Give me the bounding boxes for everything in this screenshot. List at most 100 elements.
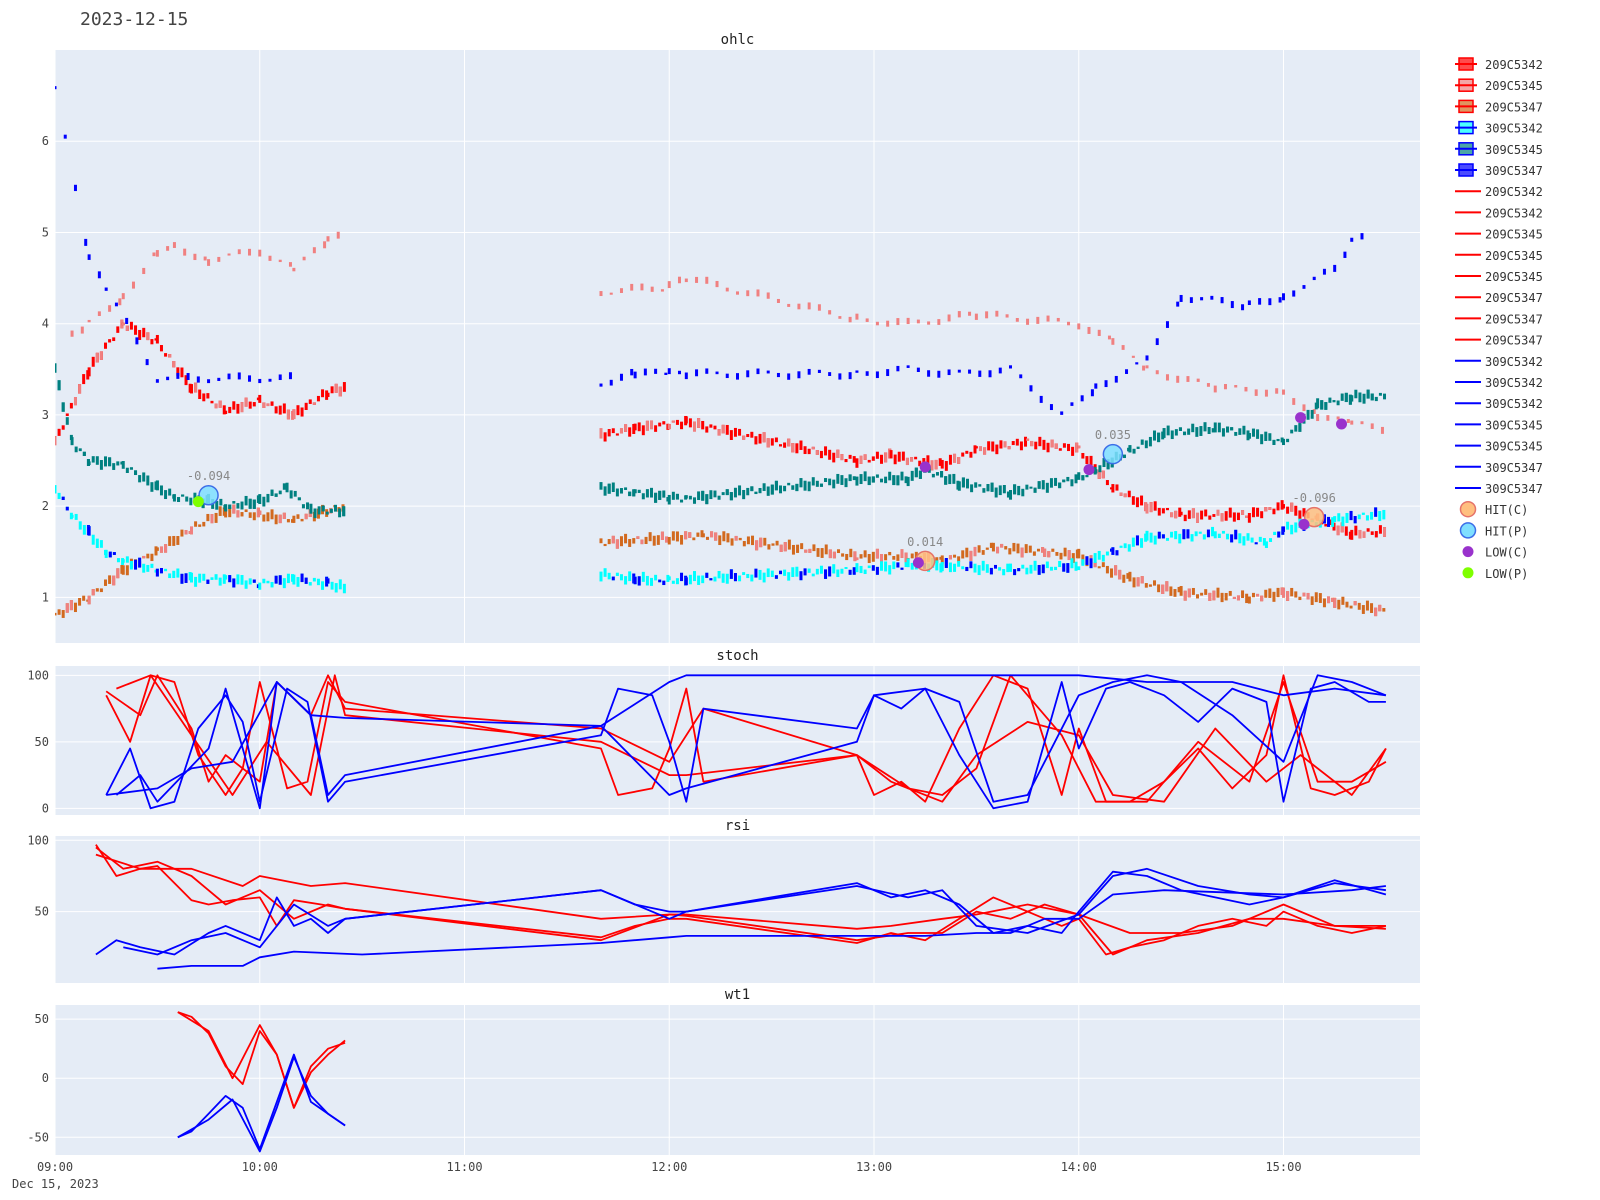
legend-label: HIT(C): [1485, 503, 1528, 517]
candle-mark: [630, 283, 634, 291]
candle-mark: [150, 563, 154, 568]
candle-mark: [202, 573, 206, 581]
candle-mark-alt: [1097, 469, 1101, 479]
legend-item[interactable]: 309C5347: [1455, 163, 1543, 178]
legend-item[interactable]: LOW(C): [1462, 546, 1529, 560]
candle-mark: [1166, 425, 1170, 436]
legend-item[interactable]: LOW(P): [1462, 567, 1529, 581]
subplot-title: rsi: [725, 818, 750, 834]
candle-mark: [176, 372, 180, 379]
candle-mark: [1341, 516, 1345, 527]
legend-item[interactable]: 309C5342: [1455, 355, 1543, 369]
candle-mark: [738, 485, 742, 496]
candle-mark-alt: [934, 459, 938, 470]
candle-mark-alt: [304, 513, 308, 520]
legend-item[interactable]: 309C5345: [1455, 440, 1543, 454]
candle-mark-alt: [611, 576, 615, 581]
candle-mark-alt: [770, 484, 774, 495]
candle-mark-alt: [184, 573, 188, 583]
candle-mark: [292, 267, 296, 272]
candle-mark-alt: [662, 580, 666, 586]
legend-item[interactable]: 209C5347: [1455, 334, 1543, 348]
legend-item[interactable]: 209C5347: [1455, 99, 1543, 114]
candle-mark-alt: [665, 536, 669, 543]
candle-mark: [1157, 584, 1161, 593]
candle-mark: [944, 461, 948, 471]
legend[interactable]: 209C5342 209C5345 209C5347 309C5342 309C5345…: [1455, 57, 1543, 581]
candle-mark-alt: [953, 453, 957, 463]
legend-item[interactable]: 309C5347: [1455, 482, 1543, 496]
candle-mark: [1024, 544, 1028, 554]
candle-mark: [1025, 567, 1029, 575]
candle-mark: [599, 538, 603, 544]
candle-mark-alt: [1327, 596, 1331, 604]
candle-mark: [725, 424, 729, 435]
candle-mark: [1241, 304, 1245, 311]
legend-item[interactable]: 209C5342: [1455, 206, 1543, 220]
legend-item[interactable]: 309C5345: [1455, 418, 1543, 432]
legend-item[interactable]: HIT(C): [1459, 500, 1529, 518]
candle-mark: [218, 577, 222, 586]
candle-mark: [1278, 297, 1282, 303]
legend-item[interactable]: 309C5342: [1455, 120, 1543, 136]
candle-mark: [125, 317, 129, 325]
candle-mark: [654, 425, 658, 432]
legend-item[interactable]: 309C5345: [1455, 142, 1543, 157]
candle-mark: [1258, 298, 1262, 305]
candle-mark: [1365, 515, 1369, 521]
candle-mark: [1111, 338, 1115, 345]
legend-item[interactable]: 209C5342: [1455, 185, 1543, 199]
legend-item[interactable]: 209C5345: [1455, 270, 1543, 284]
candle-mark-alt: [993, 564, 997, 569]
candle-mark: [1306, 409, 1310, 420]
candle-mark: [644, 536, 648, 544]
candle-mark: [61, 425, 65, 430]
panel-rsi: 50 100 rsi: [27, 818, 1420, 983]
candle-mark: [680, 421, 684, 430]
candle-mark: [150, 339, 154, 345]
candle-mark: [599, 571, 603, 582]
candle-mark: [667, 576, 671, 581]
candle-mark-alt: [116, 568, 120, 579]
candle-mark-alt: [214, 403, 218, 409]
candle-mark-alt: [684, 577, 688, 586]
candle-mark-alt: [270, 489, 274, 496]
candle-mark: [278, 374, 282, 381]
legend-item[interactable]: 309C5342: [1455, 397, 1543, 411]
candle-mark: [884, 554, 888, 561]
candle-mark-alt: [1353, 516, 1357, 524]
candle-mark: [940, 555, 944, 565]
legend-item[interactable]: 209C5347: [1455, 291, 1543, 305]
candle-mark: [196, 376, 200, 383]
legend-item[interactable]: 209C5345: [1455, 249, 1543, 263]
candle-mark: [82, 525, 86, 535]
candle-mark: [816, 548, 820, 557]
candle-mark: [1036, 316, 1040, 324]
candle-mark: [97, 271, 101, 279]
candle-mark-alt: [232, 504, 236, 514]
candle-mark: [603, 486, 607, 496]
candle-mark: [695, 276, 699, 283]
candle-mark: [916, 367, 920, 372]
legend-item[interactable]: 209C5342: [1455, 57, 1543, 72]
candle-mark: [957, 481, 961, 491]
candle-mark: [701, 575, 705, 584]
candle-mark: [1174, 429, 1178, 436]
candle-mark: [1250, 537, 1254, 543]
candle-mark: [1194, 531, 1198, 537]
candle-mark: [325, 511, 329, 515]
legend-item[interactable]: 209C5345: [1455, 228, 1543, 242]
candle-mark: [138, 475, 142, 483]
legend-item[interactable]: HIT(P): [1459, 522, 1529, 539]
legend-item[interactable]: 309C5342: [1455, 376, 1543, 390]
candle-mark: [848, 372, 852, 380]
candle-mark: [134, 325, 138, 335]
legend-item[interactable]: 209C5345: [1455, 78, 1543, 93]
candle-mark: [121, 559, 125, 563]
candle-mark: [1374, 396, 1378, 402]
legend-item[interactable]: 209C5347: [1455, 312, 1543, 326]
legend-item[interactable]: 309C5347: [1455, 461, 1543, 475]
candle-mark: [750, 431, 754, 438]
candle-mark: [624, 487, 628, 490]
candle-mark: [1131, 496, 1135, 505]
